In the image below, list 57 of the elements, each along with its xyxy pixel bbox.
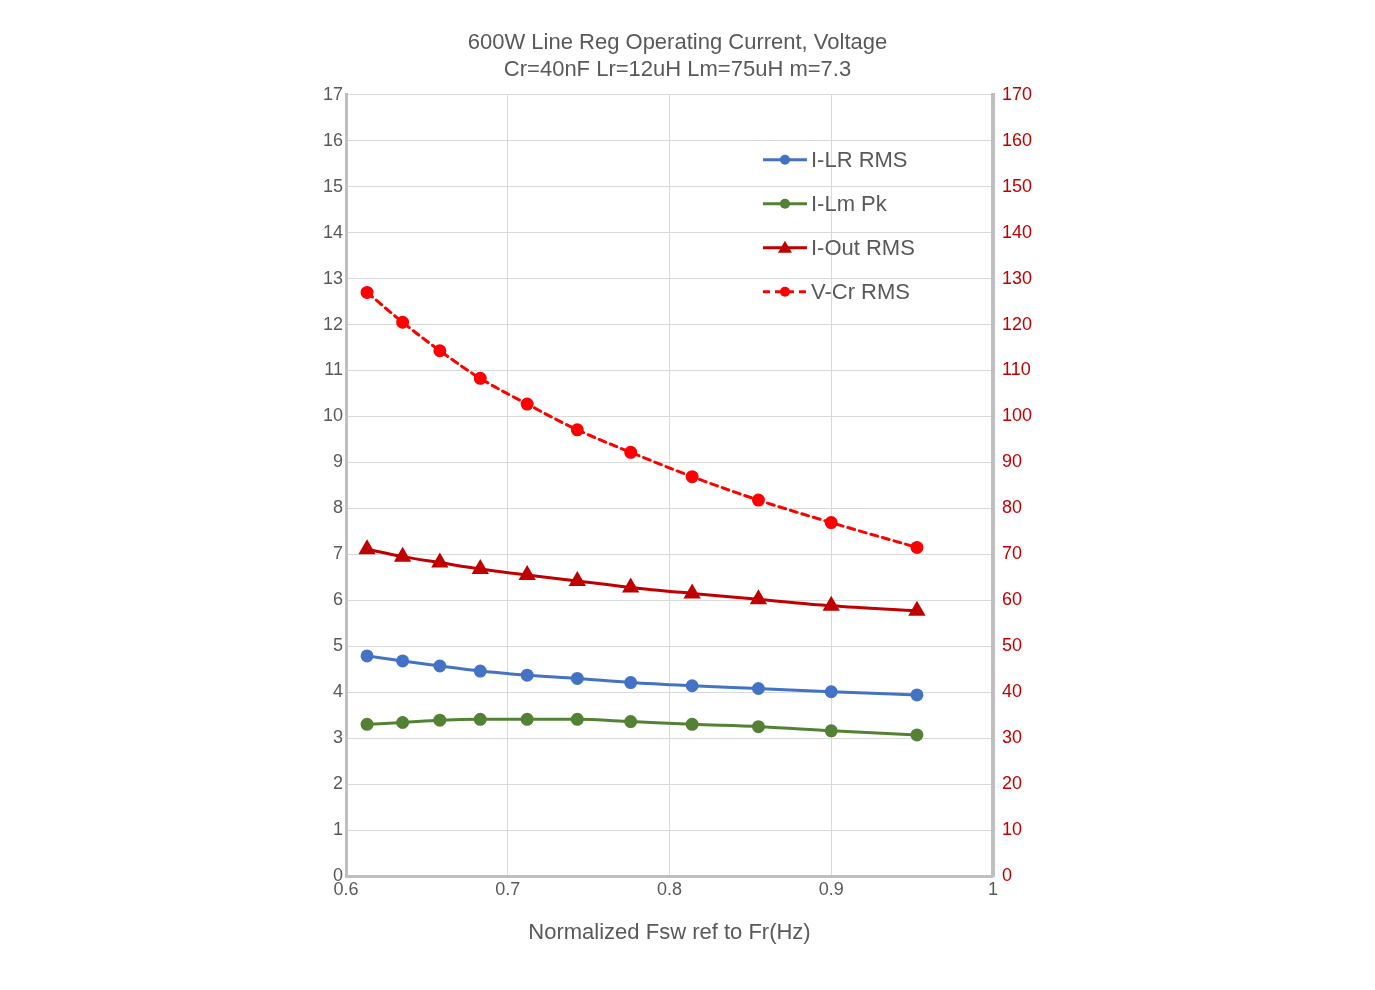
point (396, 315, 410, 329)
y2-tick-label: 10 (1001, 819, 1022, 840)
y2-tick-label: 20 (1001, 773, 1022, 794)
y-tick-label: 9 (333, 451, 344, 472)
y-tick-label: 15 (322, 175, 344, 196)
point (433, 344, 447, 358)
y-tick-label: 10 (322, 405, 344, 426)
point (824, 516, 838, 530)
y2-tick-label: 30 (1001, 727, 1022, 748)
y2-tick-label: 150 (1001, 175, 1033, 196)
y2-tick-label: 140 (1001, 221, 1033, 242)
y2-tick-label: 40 (1001, 681, 1022, 702)
y2-tick-label: 70 (1001, 543, 1022, 564)
y-tick-label: 4 (333, 681, 344, 702)
y2-tick-label: 60 (1001, 589, 1022, 610)
legend-label: I-Lm Pk (810, 190, 888, 216)
y2-tick-label: 80 (1001, 497, 1022, 518)
y2-tick-label: 50 (1001, 635, 1022, 656)
point (685, 470, 699, 484)
legend-label: V-Cr RMS (810, 278, 910, 304)
x-axis-title: Normalized Fsw ref to Fr(Hz) (528, 918, 811, 944)
legend-label: I-LR RMS (810, 146, 908, 172)
chart-subtitle: Cr=40nF Lr=12uH Lm=75uH m=7.3 (503, 55, 852, 81)
x-tick-label: 0.8 (656, 878, 683, 899)
y-tick-label: 3 (333, 727, 344, 748)
y-tick-label: 16 (322, 129, 344, 150)
y-tick-label: 7 (333, 543, 344, 564)
y-tick-label: 13 (322, 267, 344, 288)
chart-title: 600W Line Reg Operating Current, Voltage (467, 29, 888, 55)
y-tick-label: 11 (324, 359, 344, 380)
legend-label: I-Out RMS (810, 234, 915, 260)
x-tick-label: 0.7 (495, 878, 521, 899)
y-tick-label: 17 (322, 83, 344, 104)
y2-tick-label: 120 (1001, 313, 1033, 334)
point (520, 397, 534, 411)
x-tick-label: 0.9 (818, 878, 844, 899)
y-tick-label: 6 (333, 589, 344, 610)
y2-tick-label: 110 (1001, 359, 1031, 380)
y-tick-label: 2 (333, 773, 344, 794)
y-tick-label: 12 (322, 313, 344, 334)
y-tick-label: 14 (322, 221, 344, 242)
y2-tick-label: 160 (1001, 129, 1033, 150)
point (751, 493, 765, 507)
y2-tick-label: 90 (1001, 451, 1022, 472)
point (360, 285, 374, 299)
y2-tick-label: 0 (1001, 864, 1012, 885)
point (624, 445, 638, 459)
y-tick-label: 5 (333, 635, 344, 656)
point (910, 540, 924, 554)
y-tick-label: 8 (333, 497, 344, 518)
x-tick-label: 1 (987, 878, 998, 899)
y2-tick-label: 130 (1001, 267, 1033, 288)
y2-tick-label: 170 (1001, 83, 1033, 104)
y-tick-label: 1 (333, 819, 344, 840)
point (570, 423, 584, 437)
point (473, 371, 487, 385)
y2-tick-label: 100 (1001, 405, 1033, 426)
